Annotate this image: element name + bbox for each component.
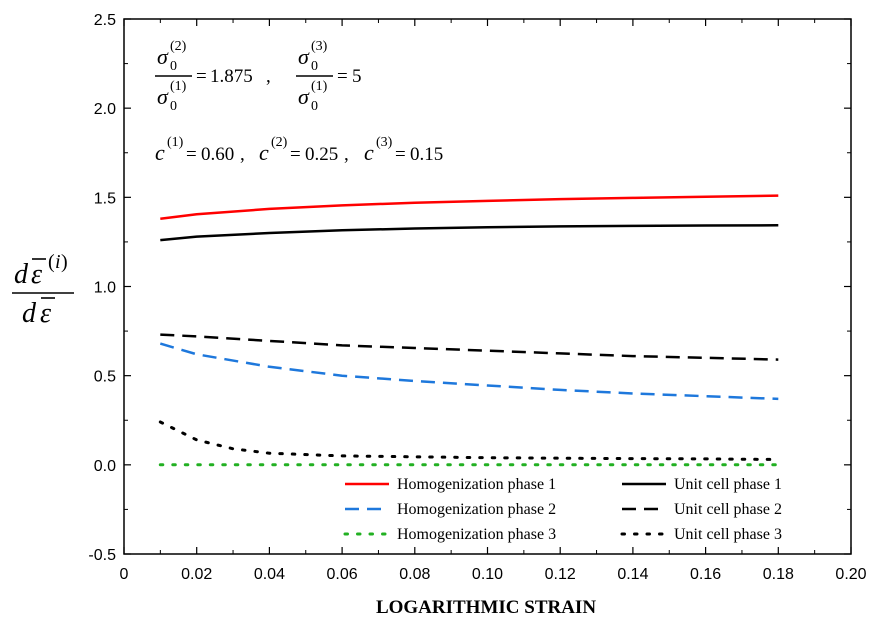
svg-text:(3): (3) (311, 39, 328, 54)
x-tick-label: 0.10 (472, 566, 503, 583)
svg-text:(: ( (48, 251, 55, 273)
svg-text:=: = (196, 66, 207, 87)
y-axis-label: d ε ( i ) d ε (12, 251, 74, 329)
svg-text:σ: σ (157, 84, 169, 109)
y-tick-label: 0.5 (94, 369, 116, 386)
svg-text:(1): (1) (170, 79, 187, 94)
y-tick-label: 2.5 (94, 12, 116, 29)
plot-frame (123, 18, 852, 555)
svg-text:=: = (395, 144, 406, 165)
svg-text:ε: ε (40, 298, 51, 329)
y-tick-label: -0.5 (88, 547, 116, 564)
legend-label-unit-cell-phase-3: Unit cell phase 3 (674, 526, 782, 543)
x-tick-label: 0.04 (254, 566, 285, 583)
svg-text:=: = (290, 144, 301, 165)
x-tick-label: 0.18 (763, 566, 794, 583)
c3-value: 0.15 (410, 144, 443, 165)
x-tick-label: 0.16 (690, 566, 721, 583)
svg-text:,: , (240, 144, 245, 165)
stress-ratio-2-value: 1.875 (210, 66, 253, 87)
series-line-unit-cell-phase-3 (158, 420, 780, 461)
svg-text:(2): (2) (170, 39, 187, 54)
x-tick-label: 0.20 (835, 566, 866, 583)
series-line-unit-cell-phase-2 (160, 333, 779, 361)
stress-ratio-3-value: 5 (352, 66, 362, 87)
svg-text:0: 0 (311, 99, 318, 114)
x-tick-label: 0.14 (617, 566, 648, 583)
x-axis-title: LOGARITHMIC STRAIN (376, 597, 596, 618)
plot-border (123, 18, 852, 555)
volume-fraction-annotation: c (1) = 0.60 , c (2) = 0.25 , c (3) = 0.… (155, 135, 443, 165)
svg-text:(3): (3) (376, 135, 393, 150)
x-tick-label: 0.06 (327, 566, 358, 583)
legend-label-unit-cell-phase-2: Unit cell phase 2 (674, 501, 782, 518)
svg-text:=: = (186, 144, 197, 165)
svg-text:): ) (61, 251, 68, 273)
svg-text:,: , (344, 144, 349, 165)
y-tick-label: 1.0 (94, 280, 116, 297)
series-line-homogenization-phase-2 (159, 342, 779, 401)
legend-label-homogenization-phase-2: Homogenization phase 2 (397, 501, 556, 518)
y-tick-label: 1.5 (94, 190, 116, 207)
svg-text:σ: σ (157, 44, 169, 69)
svg-text:c: c (259, 140, 269, 165)
svg-text:(1): (1) (167, 135, 184, 150)
legend-label-homogenization-phase-3: Homogenization phase 3 (397, 526, 556, 543)
x-tick-label: 0.08 (399, 566, 430, 583)
svg-text:c: c (155, 140, 165, 165)
y-tick-label: 2.0 (94, 101, 116, 118)
svg-text:0: 0 (311, 59, 318, 74)
legend-label-homogenization-phase-1: Homogenization phase 1 (397, 476, 556, 493)
svg-text:d: d (22, 298, 37, 329)
c2-value: 0.25 (305, 144, 338, 165)
svg-text:c: c (364, 140, 374, 165)
series-line-unit-cell-phase-1 (160, 224, 779, 242)
svg-text:i: i (55, 251, 61, 273)
stress-ratio-annotation: σ 0 (2) σ 0 (1) = 1.875 , σ 0 (3) σ 0 (1… (155, 39, 362, 114)
x-tick-label: 0.02 (181, 566, 212, 583)
svg-text:σ: σ (298, 44, 310, 69)
svg-text:ε: ε (31, 259, 42, 290)
svg-text:0: 0 (170, 99, 177, 114)
svg-text:0: 0 (170, 59, 177, 74)
svg-text:,: , (266, 66, 271, 87)
svg-text:d: d (14, 259, 29, 290)
series-line-homogenization-phase-1 (160, 194, 779, 220)
svg-text:(2): (2) (271, 135, 288, 150)
x-tick-label: 0 (120, 566, 129, 583)
c1-value: 0.60 (201, 144, 234, 165)
y-tick-label: 0.0 (94, 458, 116, 475)
svg-text:(1): (1) (311, 79, 328, 94)
legend-label-unit-cell-phase-1: Unit cell phase 1 (674, 476, 782, 493)
svg-text:=: = (337, 66, 348, 87)
svg-text:σ: σ (298, 84, 310, 109)
y-axis: -0.5 0.0 0.5 1.0 1.5 2.0 2.5 (88, 12, 851, 564)
legend: Homogenization phase 1 Unit cell phase 1 H… (343, 476, 782, 543)
x-tick-label: 0.12 (545, 566, 576, 583)
series-layer (158, 194, 780, 467)
x-axis: 0 0.02 0.04 0.06 0.08 0.10 0.12 0.14 0.16 0.18 0.2… (120, 19, 867, 583)
